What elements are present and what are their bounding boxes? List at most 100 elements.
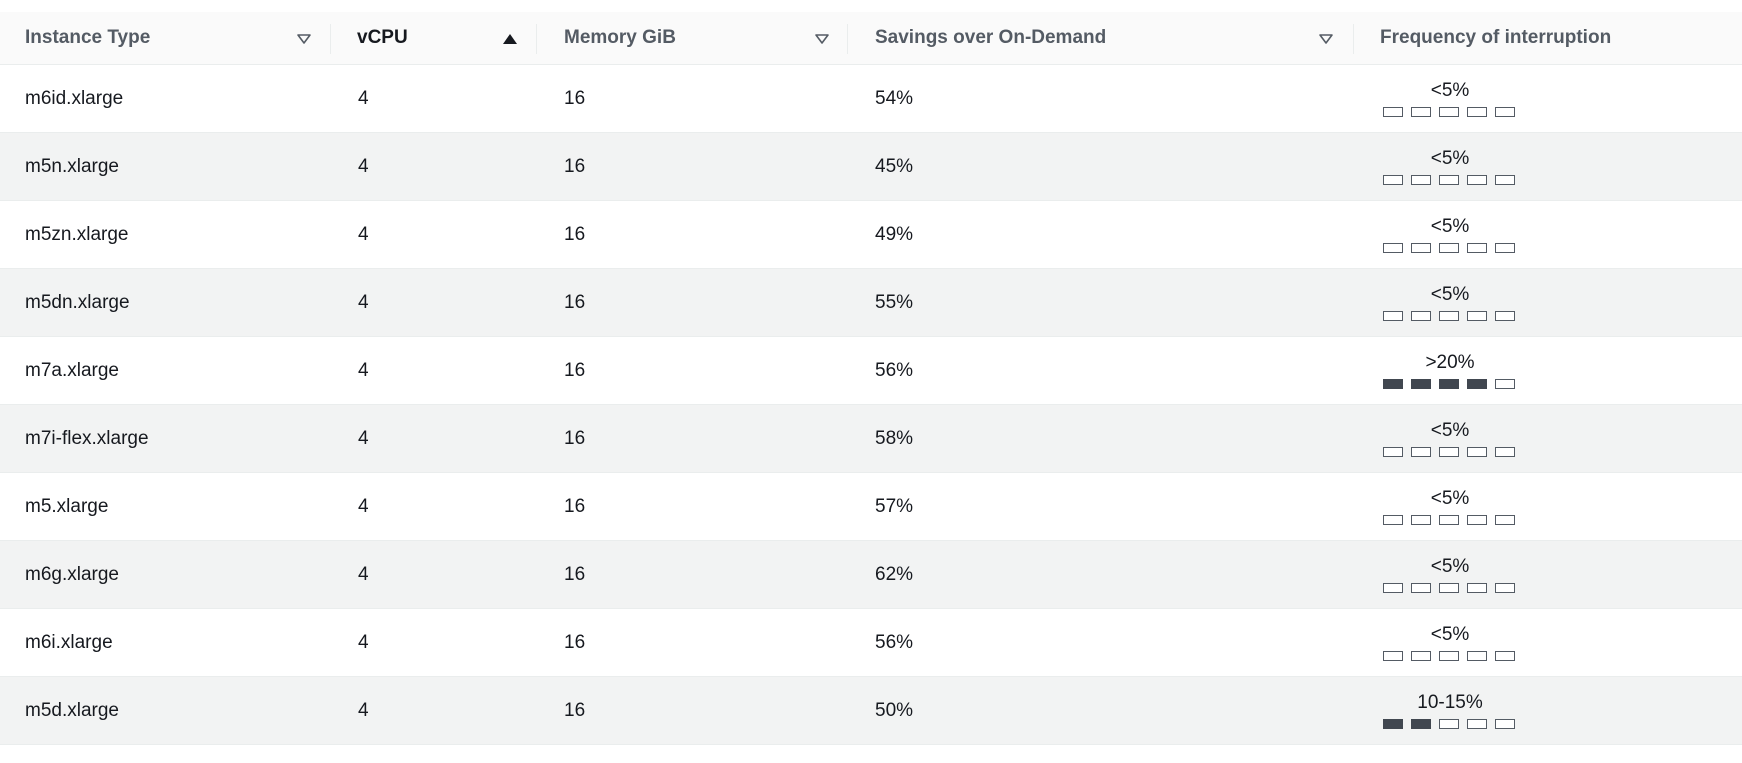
column-divider[interactable] [847,24,848,54]
table-row[interactable]: m5.xlarge 4 16 57% <5% [0,473,1742,541]
cell-vcpu: 4 [358,224,369,245]
table-row[interactable]: m5d.xlarge 4 16 50% 10-15% [0,677,1742,745]
meter-segment-empty [1467,107,1487,117]
cell-frequency-of-interruption: <5% [1380,133,1520,201]
meter-segment-empty [1467,447,1487,457]
cell-savings: 56% [875,360,914,381]
meter-segment-empty [1467,311,1487,321]
meter-segment-empty [1467,515,1487,525]
cell-memory: 16 [564,496,586,517]
meter-segment-filled [1467,379,1487,389]
meter-segment-empty [1467,175,1487,185]
meter-segment-empty [1495,311,1515,321]
meter-segment-empty [1495,175,1515,185]
cell-memory: 16 [564,292,586,313]
meter-segment-empty [1467,583,1487,593]
interruption-meter [1383,583,1523,595]
meter-segment-empty [1411,447,1431,457]
column-divider[interactable] [536,24,537,54]
column-header-vcpu[interactable]: vCPU [357,27,408,48]
table-row[interactable]: m6id.xlarge 4 16 54% <5% [0,65,1742,133]
meter-segment-empty [1439,175,1459,185]
meter-segment-filled [1411,719,1431,729]
cell-memory: 16 [564,224,586,245]
cell-savings: 54% [875,88,914,109]
cell-memory: 16 [564,632,586,653]
cell-frequency-of-interruption: <5% [1380,201,1520,269]
interruption-label: <5% [1430,556,1470,577]
meter-segment-empty [1495,107,1515,117]
interruption-meter [1383,651,1523,663]
sort-caret-down-icon[interactable] [814,31,830,47]
meter-segment-empty [1467,651,1487,661]
meter-segment-empty [1383,107,1403,117]
interruption-label: <5% [1430,284,1470,305]
sort-caret-down-icon[interactable] [296,31,312,47]
meter-segment-empty [1495,515,1515,525]
cell-memory: 16 [564,700,586,721]
meter-segment-empty [1383,243,1403,253]
meter-segment-filled [1439,379,1459,389]
meter-segment-filled [1383,719,1403,729]
cell-frequency-of-interruption: <5% [1380,609,1520,677]
cell-vcpu: 4 [358,88,369,109]
interruption-label: >20% [1425,352,1475,373]
interruption-meter [1383,447,1523,459]
column-header-instance-type[interactable]: Instance Type [25,27,151,48]
meter-segment-empty [1439,243,1459,253]
table-row[interactable]: m6i.xlarge 4 16 56% <5% [0,609,1742,677]
meter-segment-empty [1467,243,1487,253]
cell-vcpu: 4 [358,496,369,517]
cell-savings: 57% [875,496,914,517]
cell-frequency-of-interruption: <5% [1380,269,1520,337]
meter-segment-empty [1467,719,1487,729]
meter-segment-empty [1495,719,1515,729]
meter-segment-empty [1495,379,1515,389]
column-divider[interactable] [1353,24,1354,54]
meter-segment-empty [1411,243,1431,253]
meter-segment-empty [1495,651,1515,661]
sort-caret-down-icon[interactable] [1318,31,1334,47]
cell-savings: 58% [875,428,914,449]
cell-frequency-of-interruption: <5% [1380,541,1520,609]
interruption-meter [1383,311,1523,323]
meter-segment-filled [1383,379,1403,389]
interruption-meter [1383,107,1523,119]
interruption-meter [1383,175,1523,187]
meter-segment-empty [1411,175,1431,185]
interruption-label: <5% [1430,420,1470,441]
column-header-frequency-of-interruption: Frequency of interruption [1380,27,1612,48]
table-row[interactable]: m5zn.xlarge 4 16 49% <5% [0,201,1742,269]
table-row[interactable]: m5n.xlarge 4 16 45% <5% [0,133,1742,201]
table-row[interactable]: m7a.xlarge 4 16 56% >20% [0,337,1742,405]
meter-segment-empty [1439,311,1459,321]
cell-instance-type: m5n.xlarge [25,156,119,177]
cell-instance-type: m5.xlarge [25,496,109,517]
cell-instance-type: m6i.xlarge [25,632,113,653]
sort-caret-up-icon[interactable] [502,31,518,47]
cell-vcpu: 4 [358,292,369,313]
column-divider[interactable] [330,24,331,54]
cell-memory: 16 [564,564,586,585]
meter-segment-empty [1439,583,1459,593]
meter-segment-empty [1439,651,1459,661]
meter-segment-empty [1411,515,1431,525]
cell-frequency-of-interruption: <5% [1380,65,1520,133]
interruption-label: 10-15% [1417,692,1483,713]
table-header: Instance Type vCPU Memory GiB Savings ov… [0,12,1742,65]
meter-segment-empty [1495,447,1515,457]
cell-instance-type: m6g.xlarge [25,564,119,585]
cell-vcpu: 4 [358,564,369,585]
column-header-memory[interactable]: Memory GiB [564,27,676,48]
cell-vcpu: 4 [358,700,369,721]
meter-segment-empty [1439,447,1459,457]
interruption-meter [1383,719,1523,731]
table-row[interactable]: m7i-flex.xlarge 4 16 58% <5% [0,405,1742,473]
cell-instance-type: m7i-flex.xlarge [25,428,149,449]
table-row[interactable]: m5dn.xlarge 4 16 55% <5% [0,269,1742,337]
meter-segment-empty [1439,107,1459,117]
column-header-savings[interactable]: Savings over On-Demand [875,27,1107,48]
table-row[interactable]: m6g.xlarge 4 16 62% <5% [0,541,1742,609]
meter-segment-empty [1439,719,1459,729]
cell-vcpu: 4 [358,360,369,381]
